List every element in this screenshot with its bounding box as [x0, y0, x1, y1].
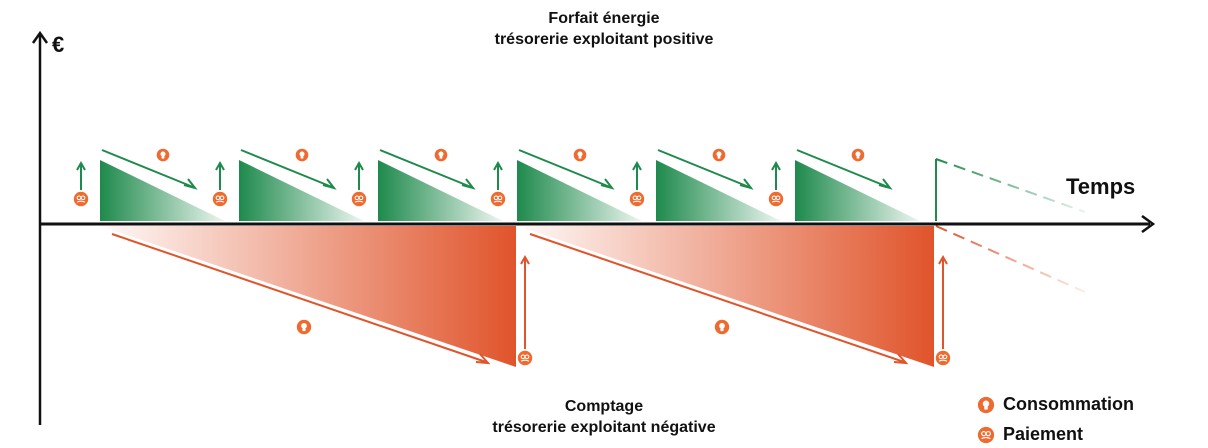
- comptage-title: Comptage trésorerie exploitant négative: [394, 396, 814, 438]
- hand-coins-icon: [629, 191, 645, 207]
- arrow-head-icon: [183, 178, 198, 190]
- comptage-triangle: [518, 226, 934, 367]
- forfait-energie-title: Forfait énergie trésorerie exploitant po…: [394, 8, 814, 50]
- consumption-arrow: [518, 149, 611, 188]
- comptage-title-line2: trésorerie exploitant négative: [492, 419, 716, 436]
- forfait-energie-cycles: [73, 148, 937, 221]
- forfait-dashed-continuation: [935, 158, 1086, 213]
- arrow-head-icon: [739, 178, 754, 190]
- arrow-head-icon: [215, 160, 225, 171]
- hand-coins-icon: [351, 191, 367, 207]
- arrow-head-icon: [461, 178, 476, 190]
- hand-coins-icon: [768, 191, 784, 207]
- hand-coins-icon: [935, 350, 951, 366]
- forfait-triangle: [239, 160, 364, 221]
- future-continuation: [935, 158, 1086, 293]
- lightbulb-icon: [573, 148, 587, 162]
- hand-coins-icon: [517, 350, 533, 366]
- consumption-arrow: [796, 149, 889, 188]
- consumption-arrow: [657, 149, 750, 188]
- arrow-head-icon: [893, 353, 909, 365]
- hand-coins-icon: [212, 191, 228, 207]
- lightbulb-icon: [434, 148, 448, 162]
- arrow-head-icon: [354, 160, 364, 171]
- comptage-dashed-continuation: [935, 225, 1086, 293]
- lightbulb-icon: [712, 148, 726, 162]
- consumption-arrow: [529, 233, 905, 363]
- x-axis-label: Temps: [1066, 174, 1136, 199]
- arrow-head-icon: [632, 160, 642, 171]
- legend-consumption: Consommation: [1003, 394, 1134, 415]
- hand-coins-icon: [73, 191, 89, 207]
- lightbulb-icon: [156, 148, 170, 162]
- lightbulb-icon: [851, 148, 865, 162]
- consumption-arrow: [111, 233, 487, 363]
- lightbulb-icon: [714, 319, 730, 335]
- arrow-head-icon: [520, 254, 530, 265]
- comptage-triangle: [100, 226, 516, 367]
- arrow-head-icon: [938, 254, 948, 265]
- consumption-arrow: [101, 149, 194, 188]
- forfait-triangle: [656, 160, 781, 221]
- forfait-triangle: [795, 160, 920, 221]
- arrow-head-icon: [475, 353, 491, 365]
- legend-payment: Paiement: [1003, 424, 1083, 445]
- consumption-arrow: [379, 149, 472, 188]
- comptage-cycles: [100, 226, 951, 367]
- arrow-head-icon: [76, 160, 86, 171]
- arrow-head-icon: [493, 160, 503, 171]
- legend-lightbulb-icon: [977, 396, 995, 414]
- legend-hand-coins-icon: [977, 426, 995, 444]
- legend-payment-label: Paiement: [1003, 424, 1084, 444]
- arrow-head-icon: [771, 160, 781, 171]
- x-axis-arrow-icon: [1141, 214, 1156, 234]
- legend-consumption-label: Consommation: [1003, 394, 1135, 414]
- hand-coins-icon: [490, 191, 506, 207]
- forfait-triangle: [378, 160, 503, 221]
- arrow-head-icon: [600, 178, 615, 190]
- comptage-title-line1: Comptage: [564, 398, 644, 415]
- y-axis-label: €: [52, 32, 65, 57]
- y-axis-arrow-icon: [31, 30, 49, 44]
- forfait-title-line1: Forfait énergie: [548, 10, 660, 27]
- lightbulb-icon: [296, 319, 312, 335]
- axes: [31, 30, 1156, 425]
- forfait-triangle: [100, 160, 225, 221]
- forfait-title-line2: trésorerie exploitant positive: [494, 31, 714, 48]
- forfait-triangle: [517, 160, 642, 221]
- lightbulb-icon: [295, 148, 309, 162]
- arrow-head-icon: [322, 178, 337, 190]
- arrow-head-icon: [878, 178, 893, 190]
- consumption-arrow: [240, 149, 333, 188]
